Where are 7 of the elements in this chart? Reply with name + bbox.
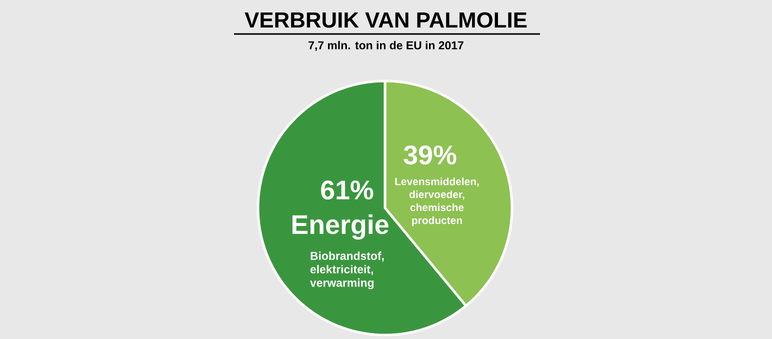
data-label: 39%: [404, 145, 456, 165]
chart-title: VERBRUIK VAN PALMOLIE: [244, 12, 527, 28]
data-label: 61%: [321, 180, 374, 200]
chart-subtitle: 7,7 mln. ton in de EU in 2017: [308, 40, 464, 52]
text: Biobrandstof, elektriciteit, verwarming: [310, 252, 384, 290]
slice-label: Energie: [292, 214, 388, 240]
slice-label: Levensmiddelen, diervoeder, chemische producten: [395, 178, 479, 226]
